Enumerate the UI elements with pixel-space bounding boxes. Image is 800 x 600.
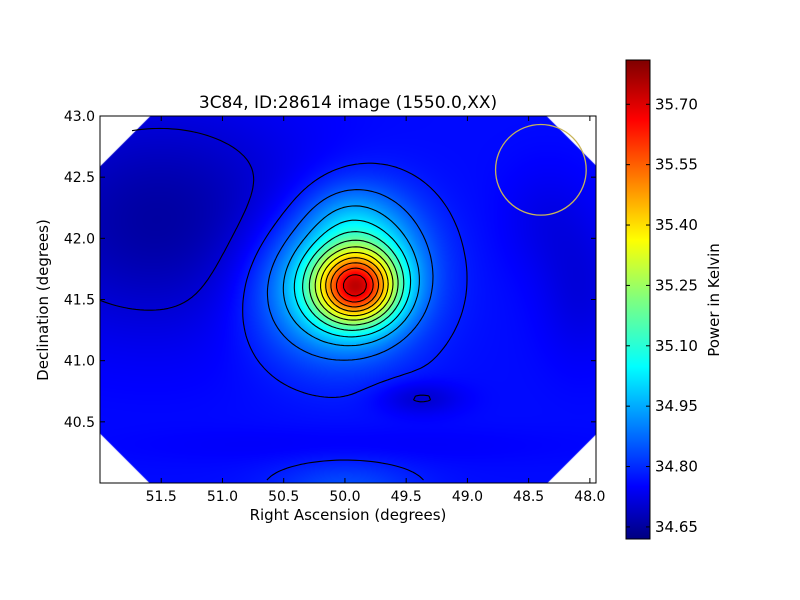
- contour-level: [320, 251, 389, 317]
- contour-level: [266, 189, 434, 361]
- y-tick-label: 40.5: [64, 415, 95, 431]
- beam-circle: [494, 123, 587, 216]
- y-tick-label: 42.5: [64, 170, 95, 186]
- colorbar-tick-label: 34.95: [655, 397, 698, 415]
- contour-level: [308, 239, 399, 326]
- colorbar-ticks: 34.65 34.80 34.95 35.10 35.25 35.40 35.55 35.70: [626, 95, 698, 536]
- x-tick-label: 48.5: [513, 489, 544, 505]
- x-tick-label: 50.5: [268, 489, 299, 505]
- x-tick-label: 48.0: [574, 489, 605, 505]
- x-tick-label: 49.0: [452, 489, 483, 505]
- contour-level: [293, 219, 412, 338]
- contour-level: [342, 274, 367, 297]
- y-tick-label: 41.0: [64, 354, 95, 370]
- colorbar-tick-label: 35.70: [655, 95, 698, 113]
- colorbar-tick-label: 34.65: [655, 518, 698, 536]
- contour-level: [282, 205, 420, 347]
- contour-lines: [100, 127, 468, 481]
- contour-level: [335, 267, 374, 303]
- contour-level: [242, 162, 468, 481]
- x-tick-label: 49.5: [391, 489, 422, 505]
- colorbar: 34.65 34.80 34.95 35.10 35.25 35.40 35.55 35.70…: [625, 59, 723, 540]
- colorbar-tick-label: 35.40: [655, 216, 698, 234]
- plot-area: 51.5 51.0 50.5 50.0 49.5 49.0 48.5 48.0 40.5 41.…: [64, 109, 606, 505]
- contour-level: [302, 231, 405, 331]
- contour-level: [100, 127, 432, 403]
- y-axis-ticks: 40.5 41.0 41.5 42.0 42.5 43.0: [64, 109, 596, 431]
- y-tick-label: 43.0: [64, 109, 95, 125]
- y-axis-label: Declination (degrees): [34, 219, 52, 381]
- x-tick-label: 51.0: [207, 489, 238, 505]
- contour-level: [330, 262, 380, 308]
- colorbar-label: Power in Kelvin: [705, 243, 723, 357]
- x-tick-label: 51.5: [146, 489, 177, 505]
- heatmap-image: [100, 116, 596, 483]
- y-tick-label: 42.0: [64, 231, 95, 247]
- contour-level: [325, 257, 384, 312]
- x-tick-label: 50.0: [329, 489, 360, 505]
- colorbar-tick-label: 35.25: [655, 276, 698, 294]
- chart-title: 3C84, ID:28614 image (1550.0,XX): [199, 93, 497, 113]
- x-axis-label: Right Ascension (degrees): [250, 506, 447, 524]
- colorbar-gradient: [625, 59, 651, 540]
- colorbar-tick-label: 35.55: [655, 156, 698, 174]
- y-tick-label: 41.5: [64, 293, 95, 309]
- colorbar-tick-label: 34.80: [655, 458, 698, 476]
- contour-level: [314, 246, 394, 321]
- x-axis-ticks: 51.5 51.0 50.5 50.0 49.5 49.0 48.5 48.0: [146, 116, 605, 505]
- colorbar-tick-label: 35.10: [655, 337, 698, 355]
